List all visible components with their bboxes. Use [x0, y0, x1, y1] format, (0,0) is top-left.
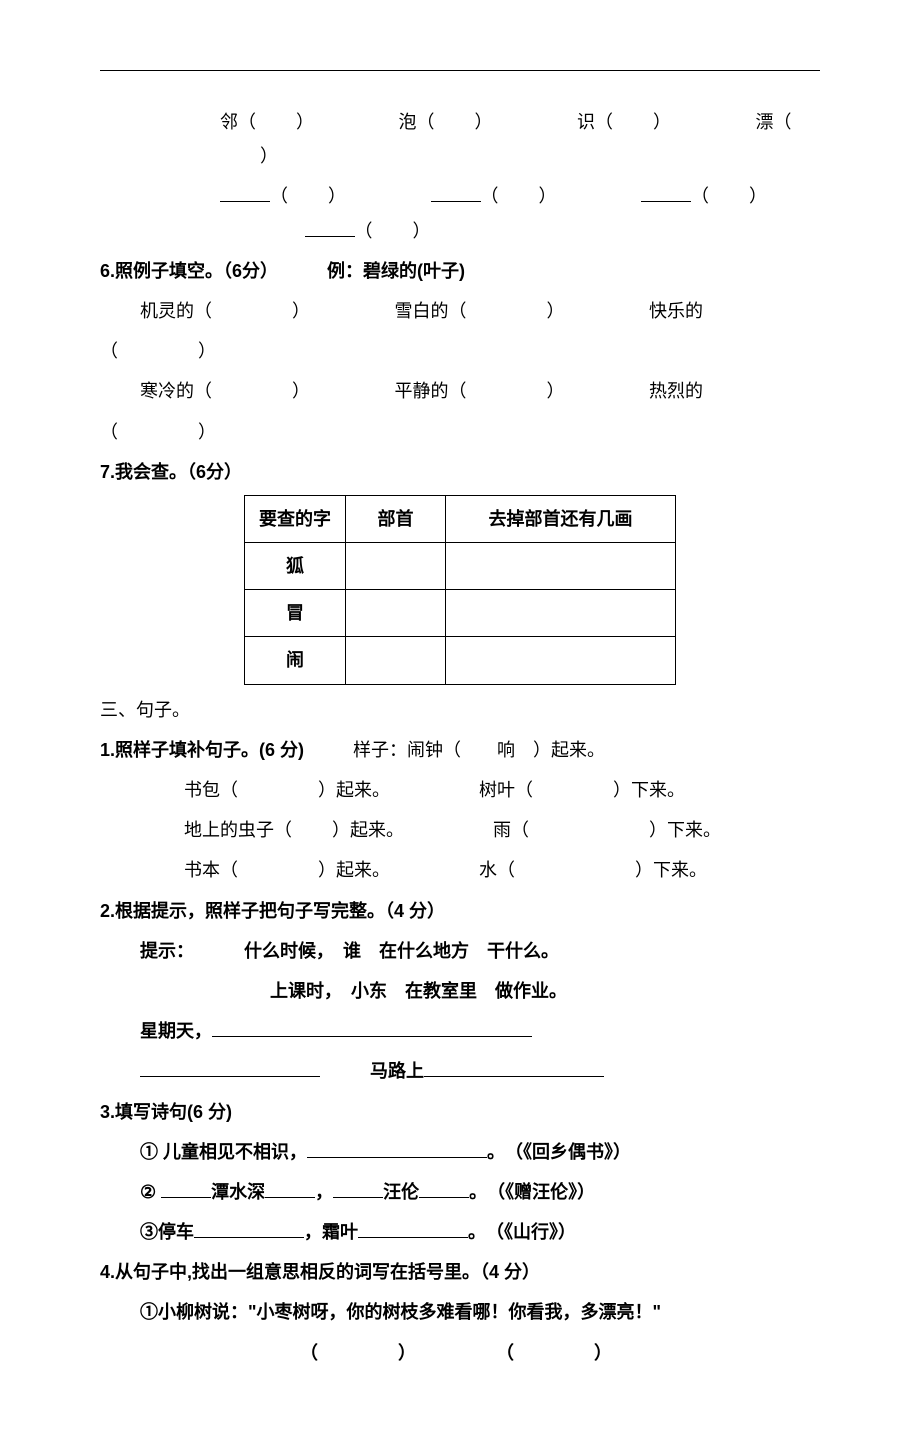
s3q2-hint2: 上课时， 小东 在教室里 做作业。	[100, 974, 820, 1008]
q6-row1: 机灵的（） 雪白的（） 快乐的	[100, 294, 820, 328]
s3q2-hint-label: 提示：	[140, 941, 194, 961]
q7-r1c3[interactable]	[446, 543, 676, 590]
s3q1-l2: 地上的虫子（	[184, 820, 292, 840]
s3q2-line1: 星期天，	[100, 1014, 820, 1048]
q7-h2: 部首	[346, 495, 446, 542]
s3q1-r1r: 树叶（	[479, 780, 533, 800]
table-row: 闹	[245, 637, 676, 684]
s3q3-p3-blank1[interactable]	[194, 1218, 304, 1238]
q5-blank-4[interactable]	[305, 217, 355, 237]
s3q4-line1: ①小柳树说："小枣树呀，你的树枝多难看哪！你看我，多漂亮！"	[100, 1295, 820, 1329]
q5-row2: （） （） （） （）	[100, 179, 820, 247]
q5-blank-3[interactable]	[641, 183, 691, 203]
q5-char-3: 识	[577, 112, 595, 132]
q7-r2c1: 冒	[245, 590, 346, 637]
s3q1-l3: 书本（	[184, 860, 238, 880]
s3q3-p2-blank3[interactable]	[333, 1178, 383, 1198]
s3q1-title: 1.照样子填补句子。(6 分)	[100, 740, 304, 760]
s3q3-p1-blank[interactable]	[307, 1138, 487, 1158]
q7-table: 要查的字 部首 去掉部首还有几画 狐 冒 闹	[244, 495, 676, 685]
s3q2-hint1: 什么时候， 谁 在什么地方 干什么。	[244, 941, 559, 961]
table-row: 冒	[245, 590, 676, 637]
s3q3-p2d: 汪伦	[383, 1182, 419, 1202]
q7-r2c2[interactable]	[346, 590, 446, 637]
q7-title: 7.我会查。（6分）	[100, 455, 820, 489]
s3q1-rt1: ）下来。	[613, 780, 685, 800]
q7-r3c1: 闹	[245, 637, 346, 684]
s3q3-p1a: ① 儿童相见不相识，	[140, 1142, 307, 1162]
s3q3-p1: ① 儿童相见不相识， 。 （《回乡偶书》）	[100, 1135, 820, 1169]
q7-header-row: 要查的字 部首 去掉部首还有几画	[245, 495, 676, 542]
s3q4-title: 4.从句子中,找出一组意思相反的词写在括号里。（4 分）	[100, 1255, 820, 1289]
q6-title: 6.照例子填空。（6分）	[100, 261, 278, 281]
s3q1-r2r: 雨（	[493, 820, 529, 840]
s3q3-p2e: 。 （《赠汪伦》）	[469, 1182, 595, 1202]
q7-h3: 去掉部首还有几画	[446, 495, 676, 542]
s3q3-p3: ③停车 ，霜叶 。 （《山行》）	[100, 1215, 820, 1249]
s3q2-mid: 马路上	[370, 1061, 424, 1081]
q5-blank-1[interactable]	[220, 183, 270, 203]
q6-row2-blank: （）	[100, 415, 820, 449]
q7-r1c1: 狐	[245, 543, 346, 590]
q6-item-2: 雪白的	[395, 301, 449, 321]
q6-item-5: 平静的	[395, 381, 449, 401]
q7-h1: 要查的字	[245, 495, 346, 542]
s3q3-p2-blank2[interactable]	[265, 1178, 315, 1198]
s3q2-blank-2a[interactable]	[140, 1058, 320, 1078]
s3q3-p3a: ③停车	[140, 1222, 194, 1242]
s3q3-p3c: 。 （《山行》）	[468, 1222, 576, 1242]
q7-r1c2[interactable]	[346, 543, 446, 590]
s3q1-lt1: ）起来。	[318, 780, 390, 800]
s3q1-r3r: 水（	[479, 860, 515, 880]
top-horizontal-rule	[100, 70, 820, 71]
sec3-title: 三、句子。	[100, 693, 820, 727]
q6-row1-blank: （）	[100, 334, 820, 368]
q6-row2: 寒冷的（） 平静的（） 热烈的	[100, 374, 820, 408]
s3q1-header: 1.照样子填补句子。(6 分) 样子：闹钟（ 响 ）起来。	[100, 733, 820, 767]
s3q3-title: 3.填写诗句(6 分)	[100, 1095, 820, 1129]
q6-example: 例：碧绿的(叶子)	[327, 261, 465, 281]
q5-char-4: 漂	[756, 112, 774, 132]
s3q3-p3-blank2[interactable]	[358, 1218, 468, 1238]
s3q3-p2: ② 潭水深 ， 汪伦 。 （《赠汪伦》）	[100, 1175, 820, 1209]
s3q2-line1-prefix: 星期天，	[140, 1021, 212, 1041]
s3q2-title: 2.根据提示，照样子把句子写完整。（4 分）	[100, 894, 820, 928]
s3q1-example: 样子：闹钟（ 响 ）起来。	[353, 740, 605, 760]
q6-header: 6.照例子填空。（6分） 例：碧绿的(叶子)	[100, 254, 820, 288]
s3q3-p2c: ，	[315, 1182, 333, 1202]
s3q1-rt2: ）下来。	[649, 820, 721, 840]
table-row: 狐	[245, 543, 676, 590]
q5-char-2: 泡	[399, 112, 417, 132]
s3q1-r3: 书本（ ）起来。 水（ ）下来。	[100, 853, 820, 887]
s3q1-rt3: ）下来。	[635, 860, 707, 880]
s3q2-blank-1[interactable]	[212, 1017, 532, 1037]
s3q1-r1: 书包（ ）起来。 树叶（ ）下来。	[100, 773, 820, 807]
s3q1-lt3: ）起来。	[318, 860, 390, 880]
s3q3-p1b: 。 （《回乡偶书》）	[487, 1142, 631, 1162]
s3q3-p2-blank1[interactable]	[161, 1178, 211, 1198]
s3q2-hint-row1: 提示： 什么时候， 谁 在什么地方 干什么。	[100, 934, 820, 968]
q6-item-3: 快乐的	[649, 301, 703, 321]
s3q1-lt2: ）起来。	[332, 820, 404, 840]
s3q3-p3b: ，霜叶	[304, 1222, 358, 1242]
s3q3-p2-blank4[interactable]	[419, 1178, 469, 1198]
s3q1-l1: 书包（	[184, 780, 238, 800]
s3q4-answers: （）（）	[100, 1336, 820, 1370]
s3q2-blank-2b[interactable]	[424, 1058, 604, 1078]
q5-blank-2[interactable]	[431, 183, 481, 203]
q6-item-4: 寒冷的	[140, 381, 194, 401]
q7-r3c2[interactable]	[346, 637, 446, 684]
q7-r3c3[interactable]	[446, 637, 676, 684]
s3q1-r2: 地上的虫子（ ）起来。 雨（ ）下来。	[100, 813, 820, 847]
s3q3-p2b: 潭水深	[211, 1182, 265, 1202]
s3q3-p2a: ②	[140, 1182, 161, 1202]
q6-item-6: 热烈的	[649, 381, 703, 401]
s3q2-line2: 马路上	[100, 1054, 820, 1088]
q5-char-1: 邻	[220, 112, 238, 132]
q6-item-1: 机灵的	[140, 301, 194, 321]
q5-row1: 邻（） 泡（） 识（） 漂（）	[100, 105, 820, 173]
q7-r2c3[interactable]	[446, 590, 676, 637]
